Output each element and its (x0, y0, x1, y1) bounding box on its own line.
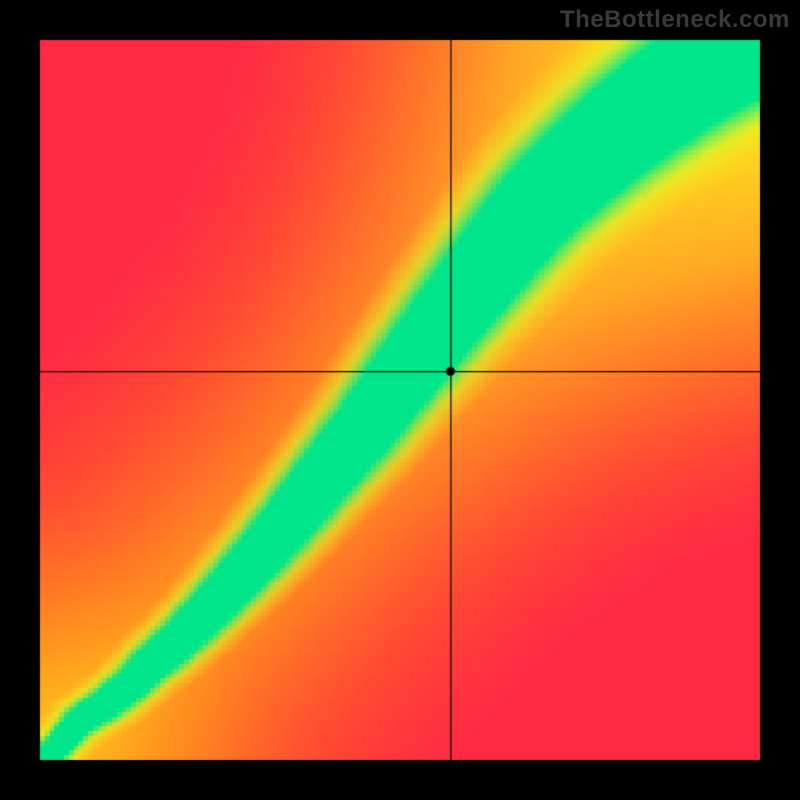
bottleneck-heatmap (0, 0, 800, 800)
watermark-text: TheBottleneck.com (560, 6, 790, 34)
